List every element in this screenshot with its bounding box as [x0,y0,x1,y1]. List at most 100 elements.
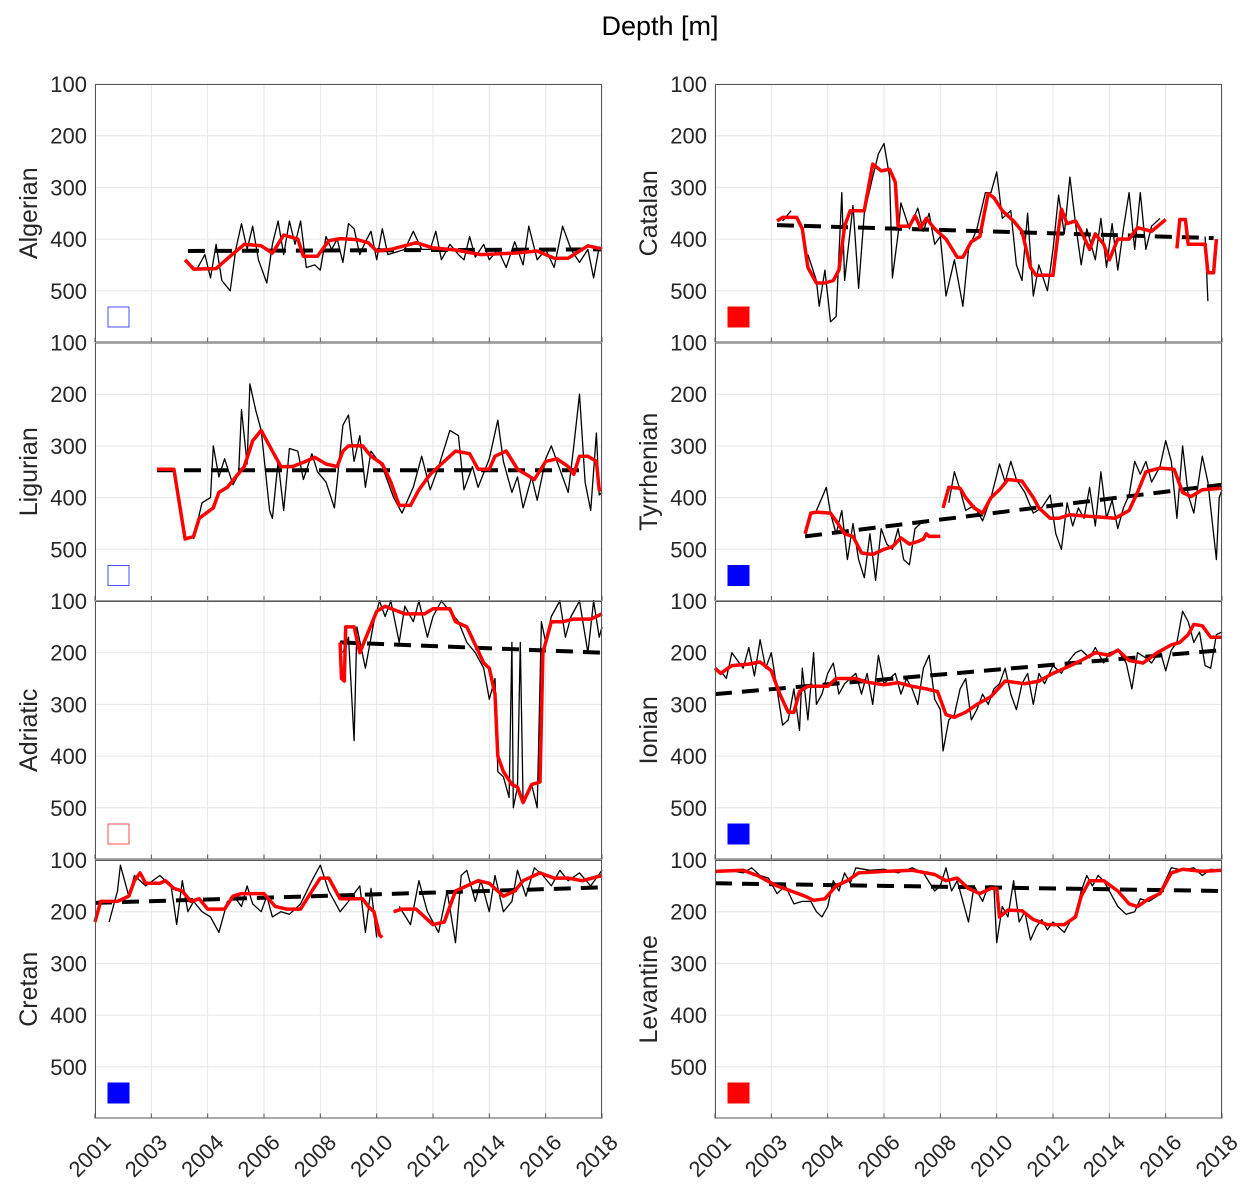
y-tick-label: 100 [670,848,707,873]
axes-box [95,601,602,860]
y-tick-label: 300 [670,692,707,717]
y-tick-label: 200 [50,382,87,407]
y-tick-label: 200 [670,124,707,149]
trend-line [94,885,603,905]
y-tick-label: 200 [50,641,87,666]
region-marker-square [727,306,750,328]
x-tick-label: 2001 [684,1130,736,1182]
axes-box [715,860,1222,1119]
y-tick-label: 200 [670,641,707,666]
axes-box [95,860,602,1119]
smoothed-depth-line [714,867,1223,927]
x-tick-label: 2008 [289,1130,341,1182]
plot-area [715,84,1222,343]
panels: 100 200 300 400 500 Algerian 100 200 300 400 500 Li… [15,72,1243,1182]
y-tick-label: 100 [50,72,87,97]
panel-levantine: 100 200 300 400 500 Levantine 2001 2003 2004 2006… [635,848,1243,1182]
panel-ionian: 100 200 300 400 500 Ionian [635,589,1223,860]
x-tick-label: 2012 [402,1130,454,1182]
panel-ligurian: 100 200 300 400 500 Ligurian [15,331,603,601]
smoothed-depth-line [338,604,603,805]
y-tick-label: 300 [670,434,707,459]
x-tick-label: 2010 [965,1130,1017,1182]
plot-area [715,860,1222,1119]
x-tick-label: 2016 [514,1130,566,1182]
region-marker-square [107,306,130,328]
smoothed-depth-line [157,428,602,541]
region-label: Cretan [15,952,43,1027]
panel-catalan: 100 200 300 400 500 Catalan [635,72,1223,343]
region-marker-square [107,1082,130,1104]
y-tick-label: 100 [50,589,87,614]
panel-algerian: 100 200 300 400 500 Algerian [15,72,603,343]
region-marker-square [107,565,130,586]
y-tick-label: 300 [670,175,707,200]
x-tick-label: 2003 [740,1130,792,1182]
trend-line [714,648,1223,697]
smoothed-depth-line [776,162,1219,285]
y-tick-label: 500 [50,537,87,562]
x-tick-label: 2018 [1191,1130,1243,1182]
monthly-depth-line [720,610,1223,752]
region-label: Adriatic [15,689,43,772]
trend-line [804,482,1223,539]
trend-line [776,223,1214,241]
x-tick-label: 2008 [909,1130,961,1182]
monthly-depth-line [187,220,603,292]
y-tick-label: 400 [50,486,87,511]
monthly-depth-line [728,867,1223,944]
region-label: Ligurian [15,427,43,516]
smoothed-depth-line [803,466,1223,557]
y-tick-label: 300 [50,175,87,200]
trend-line [187,247,603,253]
y-tick-label: 100 [50,331,87,356]
y-tick-label: 300 [50,951,87,976]
panel-adriatic: 100 200 300 400 500 Adriatic [15,589,603,860]
x-tick-label: 2012 [1022,1130,1074,1182]
smoothed-depth-line [183,233,603,271]
region-marker-square [107,823,130,845]
region-label: Catalan [635,170,663,256]
x-tick-label: 2010 [345,1130,397,1182]
y-tick-label: 200 [670,382,707,407]
x-tick-label: 2006 [853,1130,905,1182]
x-tick-label: 2018 [571,1130,623,1182]
y-tick-label: 500 [670,279,707,304]
axes-box [715,601,1222,860]
panel-tyrrhenian: 100 200 300 400 500 Tyrrhenian [635,331,1223,601]
region-marker-square [727,823,750,845]
y-tick-label: 500 [670,1055,707,1080]
y-tick-label: 500 [50,796,87,821]
region-marker-square [727,1082,750,1104]
plot-area [715,601,1222,860]
y-tick-label: 300 [50,434,87,459]
x-tick-label: 2016 [1134,1130,1186,1182]
y-tick-label: 400 [670,1003,707,1028]
y-tick-label: 500 [50,279,87,304]
trend-line [340,640,603,655]
x-tick-label: 2006 [233,1130,285,1182]
region-label: Tyrrhenian [635,413,663,531]
x-tick-label: 2004 [796,1130,848,1182]
y-tick-label: 100 [670,72,707,97]
y-tick-label: 400 [670,744,707,769]
y-tick-label: 500 [670,796,707,821]
region-label: Levantine [635,935,663,1043]
y-tick-label: 400 [50,744,87,769]
plot-area [95,84,602,343]
y-tick-label: 500 [670,537,707,562]
y-tick-label: 200 [50,900,87,925]
x-tick-label: 2014 [1078,1130,1130,1182]
x-tick-label: 2014 [458,1130,510,1182]
y-tick-label: 400 [50,1003,87,1028]
x-tick-label: 2004 [176,1130,228,1182]
monthly-depth-line [108,864,603,944]
y-tick-label: 300 [50,692,87,717]
region-label: Algerian [15,167,43,259]
region-label: Ionian [635,696,663,764]
plot-area [715,342,1222,601]
y-tick-label: 200 [670,900,707,925]
region-marker-square [727,565,750,586]
x-tick-label: 2003 [120,1130,172,1182]
